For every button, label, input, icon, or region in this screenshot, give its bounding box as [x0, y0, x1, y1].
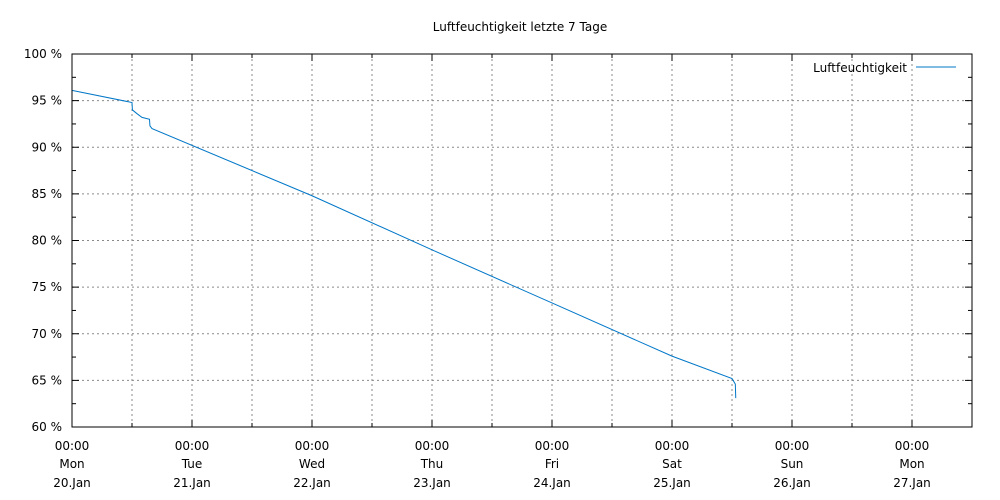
y-tick-label: 65 % — [32, 373, 63, 387]
x-tick-time: 00:00 — [55, 439, 90, 453]
x-tick-time: 00:00 — [535, 439, 570, 453]
x-tick-date: 22.Jan — [293, 476, 331, 490]
x-tick-date: 26.Jan — [773, 476, 811, 490]
x-tick-date: 24.Jan — [533, 476, 571, 490]
y-tick-label: 90 % — [32, 140, 63, 154]
plot-border — [71, 53, 973, 428]
x-tick-date: 25.Jan — [653, 476, 691, 490]
x-tick-time: 00:00 — [655, 439, 690, 453]
y-tick-label: 100 % — [24, 47, 62, 61]
y-tick-label: 80 % — [32, 234, 63, 248]
x-tick-time: 00:00 — [175, 439, 210, 453]
series-lines — [71, 89, 737, 399]
x-tick-date: 27.Jan — [893, 476, 931, 490]
x-tick-date: 21.Jan — [173, 476, 211, 490]
x-tick-date: 23.Jan — [413, 476, 451, 490]
y-tick-label: 85 % — [32, 187, 63, 201]
chart-title: Luftfeuchtigkeit letzte 7 Tage — [433, 20, 607, 34]
x-tick-weekday: Sun — [781, 457, 804, 471]
x-tick-weekday: Sat — [662, 457, 682, 471]
y-tick-label: 95 % — [32, 94, 63, 108]
legend-label: Luftfeuchtigkeit — [813, 61, 907, 75]
x-tick-weekday: Mon — [59, 457, 84, 471]
legend: Luftfeuchtigkeit — [813, 61, 956, 75]
x-tick-weekday: Tue — [181, 457, 203, 471]
x-axis-labels: 00:00 Mon 20.Jan 00:00 Tue 21.Jan 00:00 Wed 22.J… — [53, 439, 931, 490]
x-tick-time: 00:00 — [415, 439, 450, 453]
x-tick-date: 20.Jan — [53, 476, 91, 490]
y-tick-label: 75 % — [32, 280, 63, 294]
y-tick-label: 70 % — [32, 327, 63, 341]
series-line-0 — [71, 89, 737, 399]
y-tick-label: 60 % — [32, 420, 63, 434]
x-tick-time: 00:00 — [295, 439, 330, 453]
x-tick-weekday: Wed — [299, 457, 325, 471]
grid-lines — [71, 53, 972, 428]
x-tick-weekday: Mon — [899, 457, 924, 471]
x-tick-weekday: Fri — [545, 457, 559, 471]
x-tick-time: 00:00 — [775, 439, 810, 453]
x-tick-weekday: Thu — [420, 457, 444, 471]
x-tick-time: 00:00 — [895, 439, 930, 453]
y-axis-labels: 60 % 65 % 70 % 75 % 80 % 85 % 90 % 95 % 100 % — [24, 47, 62, 434]
